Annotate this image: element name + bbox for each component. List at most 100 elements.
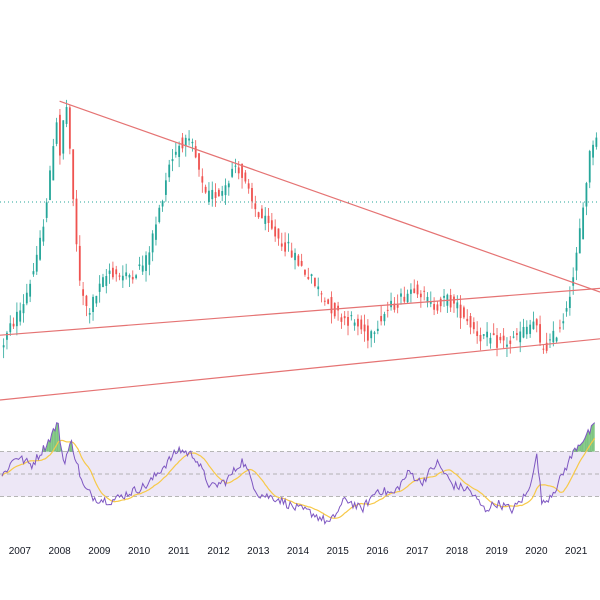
x-tick-label: 2014 xyxy=(287,546,310,557)
x-tick-label: 2010 xyxy=(128,546,151,557)
candle-body xyxy=(304,270,306,275)
candle-body xyxy=(164,180,167,195)
candle-body xyxy=(22,304,25,314)
candle-body xyxy=(582,207,585,240)
candle-body xyxy=(492,333,495,336)
candle-body xyxy=(118,275,121,277)
candle-body xyxy=(227,183,230,188)
candle-body xyxy=(45,202,48,218)
candle-body xyxy=(191,141,194,144)
candle-body xyxy=(459,304,462,319)
candle-body xyxy=(138,264,141,267)
candle-body xyxy=(350,315,353,317)
candle-body xyxy=(443,295,445,298)
candle-body xyxy=(141,265,144,272)
candle-body xyxy=(555,337,558,342)
candle-body xyxy=(72,149,75,200)
candle-body xyxy=(496,335,498,348)
candle-body xyxy=(121,275,124,281)
candle-body xyxy=(363,324,366,332)
candle-body xyxy=(419,293,422,298)
rsi-overbought-fill xyxy=(581,441,584,452)
candle-body xyxy=(403,296,406,302)
candle-body xyxy=(476,331,479,336)
candle-body xyxy=(509,340,512,344)
candle-body xyxy=(592,144,594,158)
candle-body xyxy=(549,339,551,341)
candle-body xyxy=(297,255,300,266)
trendline-lower-support xyxy=(0,338,600,401)
x-tick-label: 2021 xyxy=(565,546,588,557)
candle-body xyxy=(449,295,452,308)
candle-body xyxy=(512,336,515,338)
candle-body xyxy=(161,201,164,207)
candle-body xyxy=(105,275,108,286)
candle-body xyxy=(396,304,399,308)
candle-body xyxy=(211,189,214,200)
candle-body xyxy=(75,198,78,245)
candle-body xyxy=(12,323,15,327)
candle-body xyxy=(158,207,161,222)
candle-body xyxy=(360,319,363,330)
candle-body xyxy=(373,332,376,334)
candle-body xyxy=(181,137,184,149)
candle-body xyxy=(19,310,22,322)
candle-body xyxy=(178,145,181,157)
candle-body xyxy=(406,293,409,303)
x-tick-label: 2009 xyxy=(88,546,111,557)
candle-body xyxy=(148,252,151,265)
candle-body xyxy=(85,295,88,307)
candle-body xyxy=(300,260,303,266)
candle-body xyxy=(184,137,187,147)
candle-body xyxy=(49,170,51,200)
candle-body xyxy=(128,275,131,278)
candle-body xyxy=(29,283,32,297)
rsi-overbought-fill xyxy=(48,439,50,452)
candle-body xyxy=(532,321,535,330)
candle-body xyxy=(88,312,91,315)
candle-body xyxy=(429,301,432,304)
candle-body xyxy=(35,254,38,272)
candle-body xyxy=(2,345,5,348)
candle-body xyxy=(131,276,134,280)
candle-body xyxy=(595,137,598,147)
candle-body xyxy=(327,299,330,304)
candle-body xyxy=(155,224,157,240)
candle-body xyxy=(353,322,356,326)
candle-body xyxy=(393,303,396,310)
candle-body xyxy=(237,167,240,174)
candle-body xyxy=(6,332,8,340)
candle-body xyxy=(323,300,326,302)
candle-body xyxy=(247,183,250,189)
candle-body xyxy=(343,316,346,319)
trendline-upper-support xyxy=(0,287,600,336)
rsi-overbought-fill xyxy=(591,424,594,452)
candle-body xyxy=(426,296,429,303)
x-tick-label: 2016 xyxy=(366,546,389,557)
candle-body xyxy=(380,315,383,322)
candle-body xyxy=(208,190,210,203)
candle-body xyxy=(231,168,234,177)
candle-body xyxy=(588,151,591,183)
candle-body xyxy=(254,203,257,210)
candle-body xyxy=(135,275,138,279)
candle-body xyxy=(423,290,426,292)
candle-body xyxy=(347,316,349,326)
candle-body xyxy=(204,186,207,193)
candle-body xyxy=(545,342,548,351)
candle-body xyxy=(52,146,55,181)
candle-body xyxy=(168,164,171,178)
x-tick-label: 2013 xyxy=(247,546,270,557)
x-tick-label: 2017 xyxy=(406,546,429,557)
candle-body xyxy=(433,304,436,310)
rsi-overbought-fill xyxy=(578,445,580,452)
candle-body xyxy=(320,293,323,295)
candle-body xyxy=(575,252,578,271)
rsi-overbought-fill xyxy=(593,422,595,452)
candle-body xyxy=(287,241,290,244)
candle-body xyxy=(469,316,472,328)
rsi-overbought-fill xyxy=(53,428,55,452)
candle-body xyxy=(198,153,200,170)
candle-body xyxy=(241,163,243,178)
candle-body xyxy=(542,348,545,350)
